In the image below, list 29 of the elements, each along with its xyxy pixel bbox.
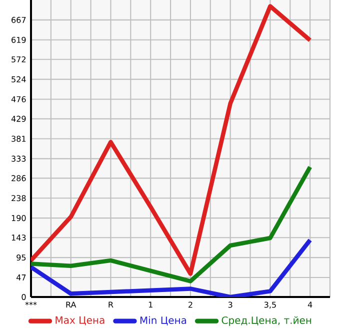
y-tick-label: 95 — [16, 254, 26, 261]
y-tick-label: 238 — [12, 195, 26, 202]
x-tick-label: *** — [25, 302, 37, 306]
x-tick-label: 2 — [188, 302, 192, 308]
legend-label: Min Цена — [140, 316, 186, 326]
x-tick-label: 3 — [228, 302, 232, 308]
legend-label: Сред.Цена, т.йен — [222, 316, 312, 326]
y-tick-label: 286 — [12, 175, 26, 182]
x-tick-label: 1 — [148, 302, 152, 308]
y-tick-label: 190 — [12, 215, 26, 222]
y-tick-label: 143 — [12, 234, 26, 241]
y-tick-label: 381 — [12, 136, 26, 142]
y-tick-label: 572 — [12, 56, 26, 62]
x-tick-label: 4 — [308, 302, 312, 308]
line-series — [31, 4, 312, 276]
x-tick-label: 3,5 — [264, 302, 276, 309]
y-tick-label: 476 — [11, 96, 26, 102]
y-tick-label: 0 — [22, 294, 26, 300]
y-tick-label: 47 — [16, 274, 26, 280]
y-tick-label: 429 — [11, 116, 26, 122]
line-series — [31, 164, 312, 284]
line-series — [31, 238, 312, 297]
y-tick-label: 524 — [12, 76, 26, 82]
x-tick-label: R — [108, 302, 114, 308]
y-tick-label: 333 — [12, 156, 26, 162]
legend-label: Max Цена — [56, 316, 104, 326]
y-tick-label: 667 — [12, 16, 26, 23]
x-tick-label: RA — [66, 302, 76, 308]
y-tick-label: 619 — [12, 36, 26, 43]
